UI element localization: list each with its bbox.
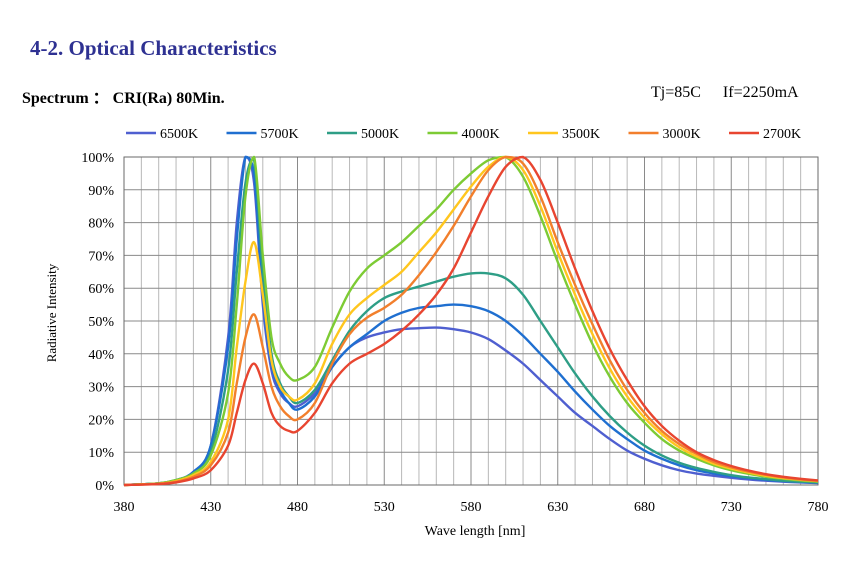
section-title: 4-2. Optical Characteristics [30,36,277,60]
series-line-2700k [123,155,819,487]
legend-item-2700k: 2700K [729,127,801,142]
chart-legend: 6500K 5700K 5000K 4000K 3500K 3000K 2700K [126,127,801,142]
x-tick-label: 480 [287,500,308,515]
legend-item-5000k: 5000K [327,127,399,142]
spectrum-label: Spectrum ： CRI(Ra) 80Min. [22,90,225,107]
series-line-3000k [123,155,819,487]
junction-temperature: Tj=85C [651,84,701,101]
x-axis-label: Wave length [nm] [425,524,526,539]
legend-label: 3500K [562,127,600,142]
legend-item-3000k: 3000K [628,127,701,142]
legend-label: 2700K [763,127,801,142]
x-tick-label: 530 [374,500,395,515]
legend-label: 3000K [663,127,701,142]
legend-item-3500k: 3500K [528,127,600,142]
y-axis-label: Radiative Intensity [44,263,59,362]
y-tick-label: 20% [88,413,114,428]
y-tick-label: 100% [81,151,114,166]
y-tick-label: 30% [88,381,114,396]
series-line-5700k [123,155,819,487]
y-axis-ticks: 0% 10% 20% 30% 40% 50% 60% 70% 80% 90% 100% [81,151,114,494]
series-line-4000k [123,155,819,487]
x-tick-label: 680 [634,500,655,515]
test-conditions: Tj=85C If=2250mA [651,84,799,102]
chart-series [123,155,819,487]
y-tick-label: 40% [88,348,114,363]
y-tick-label: 0% [95,479,114,494]
x-tick-label: 630 [547,500,568,515]
x-tick-label: 780 [808,500,829,515]
x-tick-label: 730 [721,500,742,515]
y-tick-label: 50% [88,315,114,330]
plot-frame [123,156,819,486]
legend-label: 5700K [261,127,299,142]
x-axis-ticks: 380 430 480 530 580 630 680 730 780 [114,500,829,515]
legend-label: 6500K [160,127,198,142]
y-tick-label: 70% [88,249,114,264]
legend-label: 4000K [462,127,500,142]
legend-item-4000k: 4000K [427,127,500,142]
series-line-5000k [123,158,819,487]
forward-current: If=2250mA [722,84,799,101]
y-tick-label: 90% [88,184,114,199]
y-tick-label: 60% [88,282,114,297]
x-tick-label: 580 [461,500,482,515]
x-tick-label: 380 [114,500,135,515]
legend-item-5700k: 5700K [226,127,299,142]
x-tick-label: 430 [200,500,221,515]
series-line-3500k [123,155,819,487]
legend-label: 5000K [361,127,399,142]
y-tick-label: 10% [88,446,114,461]
legend-item-6500k: 6500K [126,127,198,142]
y-tick-label: 80% [88,217,114,232]
